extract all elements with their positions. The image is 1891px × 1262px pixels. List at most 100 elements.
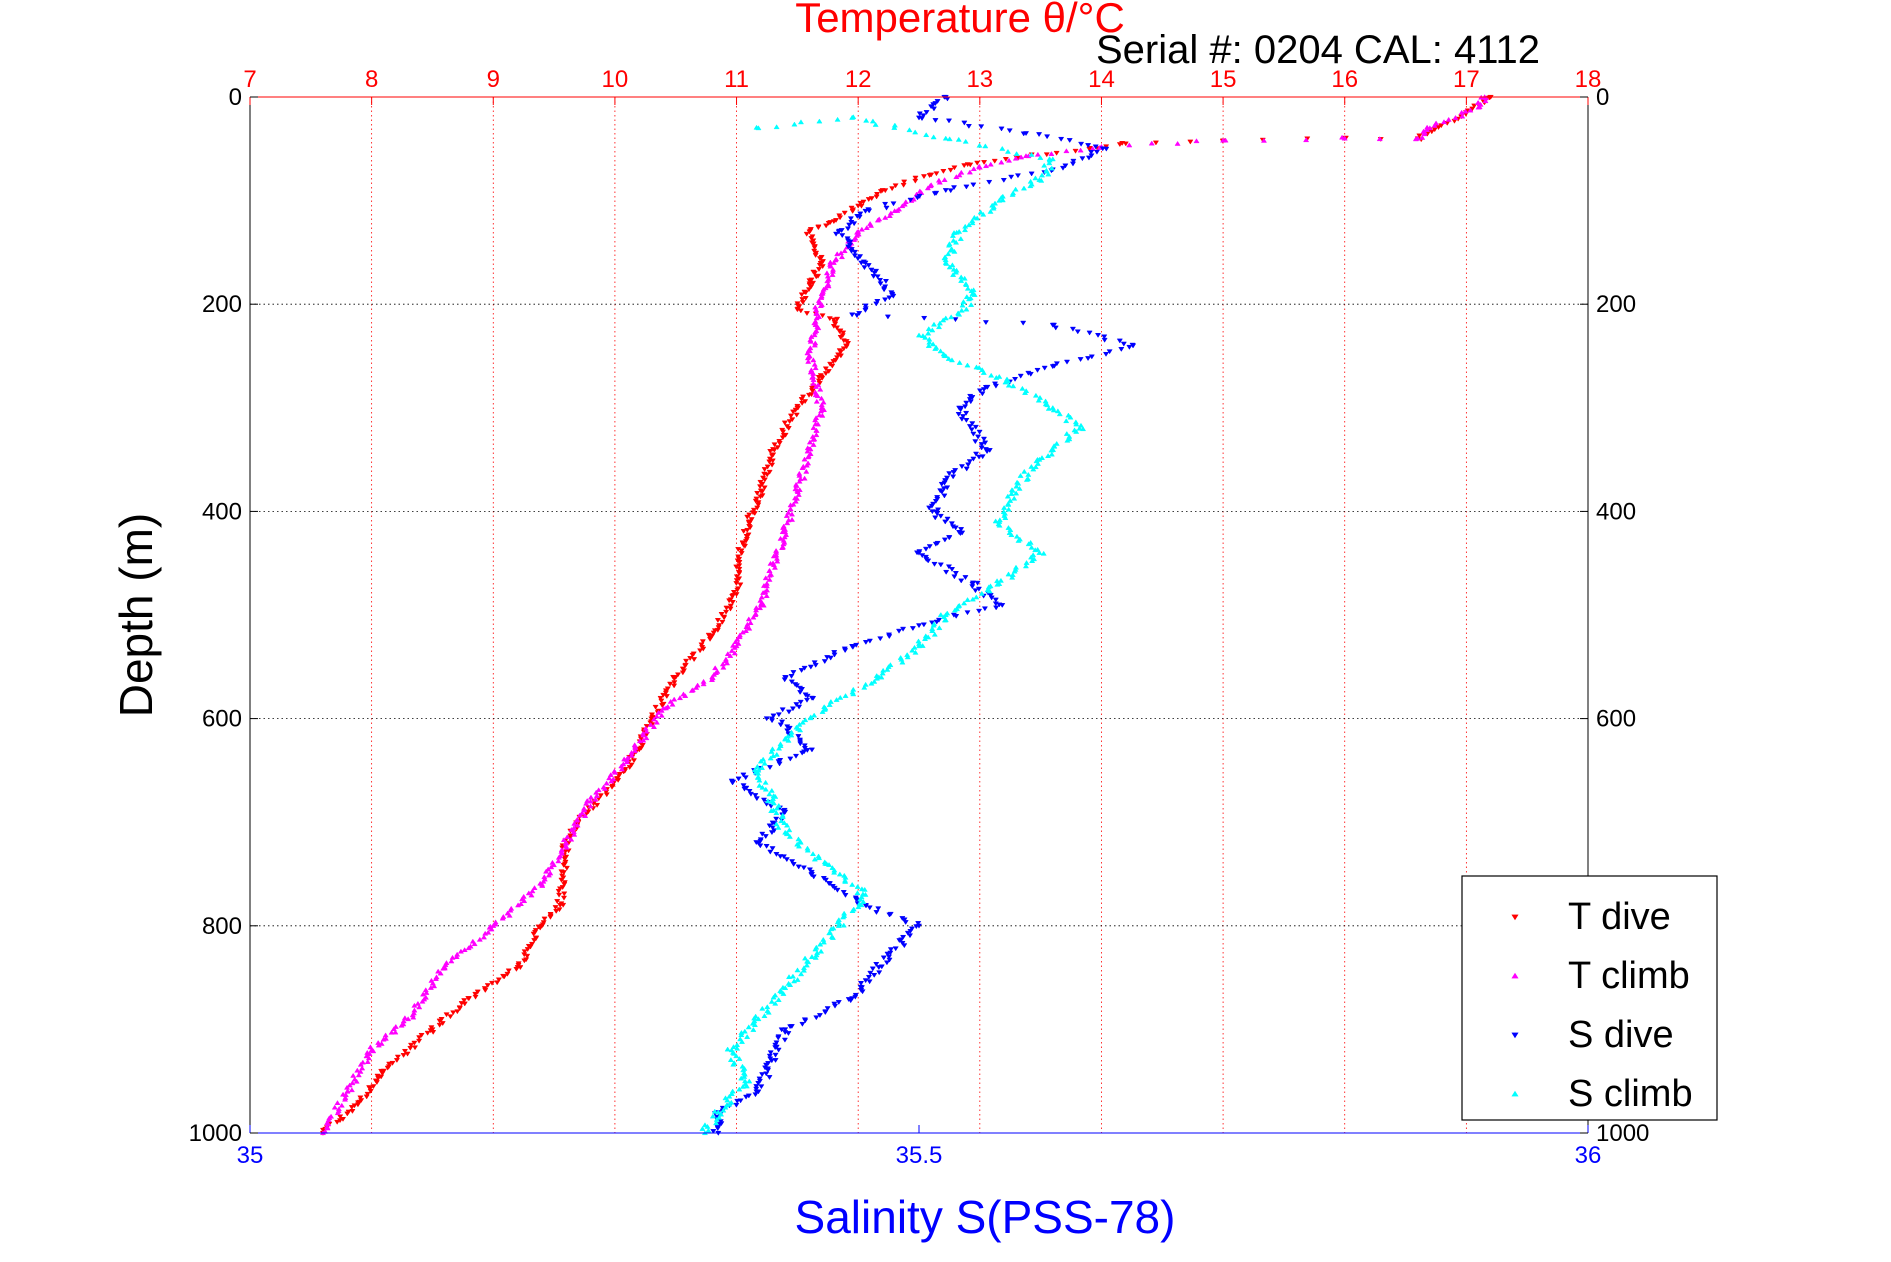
data-point (1056, 411, 1063, 417)
data-point (1005, 501, 1012, 507)
data-point (812, 365, 819, 371)
data-point (1101, 337, 1108, 343)
data-point (849, 312, 856, 318)
data-point (798, 687, 806, 692)
data-point (767, 449, 774, 454)
data-point (788, 679, 795, 685)
data-point (962, 575, 969, 581)
data-point (1077, 357, 1084, 363)
data-point (640, 737, 647, 743)
data-point (915, 921, 922, 926)
data-point (961, 600, 968, 606)
data-point (772, 1052, 779, 1058)
data-point (338, 1102, 345, 1108)
data-point (862, 260, 869, 266)
data-point (964, 362, 971, 368)
data-point (560, 870, 567, 876)
data-point (827, 655, 834, 661)
data-point (915, 643, 923, 649)
data-point (1419, 134, 1426, 140)
data-point (797, 741, 804, 747)
data-point (811, 660, 818, 666)
data-point (1004, 493, 1011, 499)
data-point (806, 281, 813, 287)
temperature-tick-label: 12 (845, 66, 872, 93)
data-point (863, 117, 870, 123)
data-point (718, 612, 725, 617)
data-point (751, 511, 758, 517)
data-point (859, 989, 866, 995)
data-point (901, 943, 908, 949)
data-point (770, 713, 777, 719)
data-point (810, 425, 817, 430)
data-point (992, 518, 999, 524)
data-point (429, 1027, 436, 1033)
data-point (736, 1086, 743, 1092)
data-point (357, 1068, 364, 1074)
data-point (713, 1120, 720, 1126)
data-point (876, 970, 883, 976)
data-point (950, 474, 957, 480)
data-point (738, 551, 745, 556)
data-point (775, 1035, 782, 1041)
data-point (925, 558, 932, 564)
data-point (461, 947, 468, 952)
data-point (810, 380, 817, 386)
data-point (1050, 407, 1057, 413)
data-point (531, 938, 538, 944)
data-point (923, 132, 930, 138)
data-point (416, 1035, 423, 1041)
data-point (891, 124, 898, 130)
data-point (1062, 163, 1069, 169)
data-point (441, 964, 448, 970)
data-point (563, 844, 570, 850)
data-point (825, 220, 832, 226)
data-point (1067, 414, 1074, 420)
data-point (972, 424, 979, 430)
data-point (992, 383, 999, 389)
data-point (797, 839, 804, 845)
data-point (886, 634, 893, 640)
data-point (392, 1029, 399, 1035)
data-point (803, 311, 811, 317)
data-point (346, 1082, 353, 1088)
data-point (951, 248, 958, 254)
data-point (1005, 157, 1013, 163)
data-point (926, 505, 933, 511)
data-point (794, 967, 801, 973)
data-point (782, 829, 789, 835)
data-point (794, 307, 801, 313)
data-point (729, 600, 736, 605)
data-point (743, 1094, 750, 1100)
data-point (1038, 172, 1046, 178)
data-point (560, 895, 568, 901)
data-point (862, 208, 869, 214)
data-point (558, 877, 565, 883)
data-point (1035, 397, 1042, 403)
data-point (960, 414, 967, 420)
data-point (772, 793, 779, 799)
data-point (618, 766, 625, 772)
data-point (778, 818, 785, 824)
data-point (958, 578, 965, 584)
data-point (640, 732, 647, 738)
temperature-tick-label: 10 (602, 66, 629, 93)
data-point (975, 454, 983, 460)
data-point (679, 670, 686, 676)
data-point (1048, 447, 1055, 453)
data-point (739, 1083, 747, 1089)
data-point (963, 400, 970, 406)
data-point (812, 946, 819, 952)
data-point (787, 982, 794, 987)
data-point (789, 516, 796, 522)
data-point (853, 313, 861, 319)
data-point (946, 264, 953, 270)
data-point (1004, 148, 1012, 154)
data-point (1445, 116, 1452, 122)
data-point (950, 272, 957, 277)
data-point (357, 1095, 364, 1101)
data-point (787, 506, 794, 512)
data-point (818, 395, 825, 401)
legend-label-t-dive: T dive (1568, 896, 1671, 938)
data-point (759, 831, 766, 837)
